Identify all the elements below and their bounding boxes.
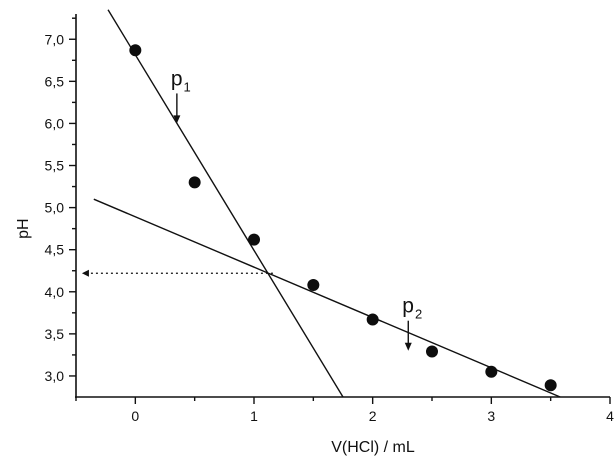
y-tick-label: 5,5 <box>45 158 65 174</box>
y-tick-label: 6,0 <box>45 115 65 131</box>
axes: 0 1 2 3 4 3,0 3,5 4,0 4,5 5,0 5,5 6,0 6,5 7,0 <box>45 14 614 424</box>
fit-lines <box>93 9 561 398</box>
x-tick-label: 0 <box>131 408 139 424</box>
guide-lines <box>81 269 275 277</box>
data-point <box>129 44 142 57</box>
annotation-arrowhead <box>404 342 412 351</box>
annotations: p1 p2 <box>171 67 422 351</box>
data-points <box>129 44 557 392</box>
x-tick-label: 3 <box>487 408 495 424</box>
data-point <box>188 176 201 189</box>
y-tick-label: 6,5 <box>45 73 65 89</box>
annotation-subscript: 2 <box>415 307 422 322</box>
annotation-label-p2: p2 <box>402 295 422 322</box>
guide-arrowhead <box>81 269 89 277</box>
fit-line-1 <box>107 9 344 398</box>
annotation-arrowhead <box>173 115 181 124</box>
data-point <box>485 365 498 378</box>
x-tick-label: 1 <box>250 408 258 424</box>
annotation-subscript: 1 <box>184 79 191 94</box>
x-axis-label: V(HCl) / mL <box>331 439 415 456</box>
annotation-label-p1: p1 <box>171 67 191 94</box>
data-point <box>544 379 557 392</box>
y-tick-label: 7,0 <box>45 31 65 47</box>
data-point <box>366 313 379 326</box>
data-point <box>307 279 320 292</box>
x-tick-label: 2 <box>369 408 377 424</box>
y-axis-label: pH <box>15 218 32 238</box>
y-tick-label: 4,5 <box>45 242 65 258</box>
x-tick-label: 4 <box>606 408 614 424</box>
data-point <box>248 233 260 246</box>
y-tick-label: 3,5 <box>45 326 65 342</box>
y-tick-label: 4,0 <box>45 284 65 300</box>
y-tick-label: 5,0 <box>45 200 65 216</box>
data-point <box>426 345 438 358</box>
fit-line-2 <box>93 198 561 398</box>
y-tick-label: 3,0 <box>45 368 65 384</box>
